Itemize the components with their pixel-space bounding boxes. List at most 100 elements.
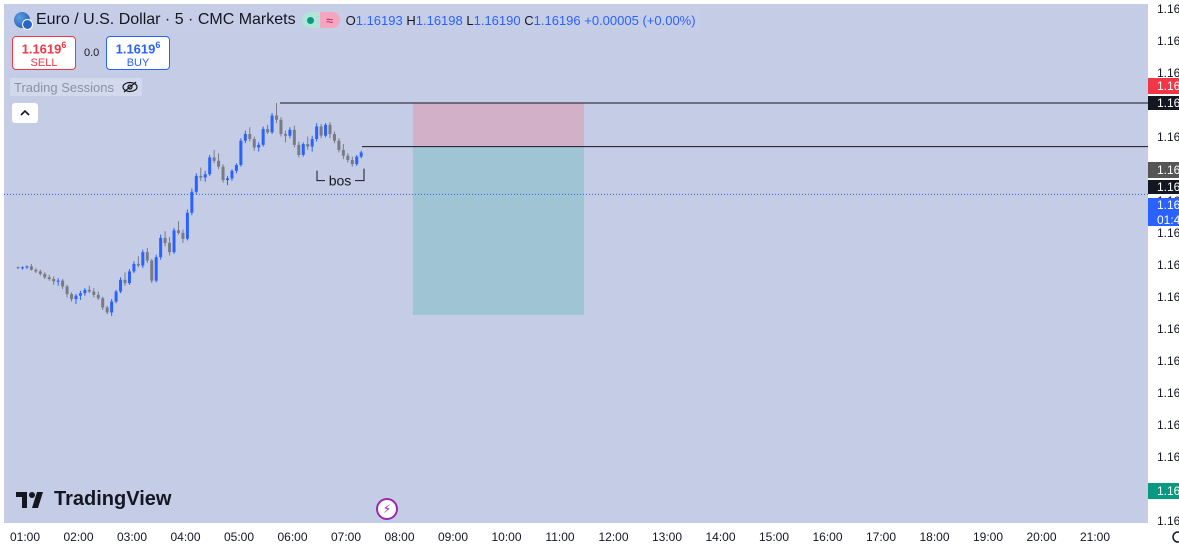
candle-body <box>65 286 69 295</box>
eye-off-icon[interactable] <box>122 81 138 93</box>
candle-body <box>87 289 91 292</box>
candle-body <box>168 242 172 253</box>
gray-price-label-bg <box>1148 162 1179 178</box>
market-open-icon[interactable] <box>301 12 320 28</box>
candle <box>315 123 319 142</box>
price-tick-label: 1.16 <box>1157 354 1179 368</box>
bottom-price-label: 1.16 <box>1157 484 1179 498</box>
candle <box>283 130 287 143</box>
price-axis[interactable]: 1.161.161.161.161.161.161.161.161.161.16… <box>1148 0 1179 560</box>
candle-body <box>288 129 292 136</box>
candle-body <box>208 157 212 175</box>
symbol-title[interactable]: Euro / U.S. Dollar · 5 · CMC Markets <box>36 11 296 28</box>
candle-body <box>324 124 328 136</box>
candle-body <box>221 166 225 181</box>
candle-body <box>150 260 154 281</box>
candle-body <box>194 175 198 192</box>
candle-body <box>141 252 145 266</box>
candle-body <box>92 291 96 295</box>
candle-body <box>145 252 149 261</box>
candle <box>25 265 29 269</box>
position-tool[interactable] <box>412 103 585 315</box>
logo-text: TradingView <box>54 488 172 510</box>
candle <box>324 123 328 138</box>
candle <box>203 170 207 182</box>
candle <box>119 277 123 294</box>
candle <box>159 234 163 260</box>
time-axis-background <box>0 523 1148 560</box>
candle-body <box>341 149 345 156</box>
sell-price-label: 1.16 <box>1157 79 1179 93</box>
candle <box>346 153 350 163</box>
tradingview-logo-icon <box>16 491 43 508</box>
candle <box>21 266 25 270</box>
candle <box>78 290 82 300</box>
candle <box>270 113 274 135</box>
candle <box>172 227 176 254</box>
candle-body <box>16 267 20 269</box>
entry-price-label-bg <box>1148 180 1179 194</box>
candle-body <box>47 277 51 279</box>
time-tick-label: 17:00 <box>866 530 896 544</box>
buy-button[interactable]: 1.16196 BUY <box>106 36 170 70</box>
candle <box>292 125 296 148</box>
tradingview-logo[interactable]: TradingView <box>16 488 171 511</box>
take-profit-zone[interactable] <box>412 146 585 315</box>
collapse-legend-button[interactable] <box>12 103 38 123</box>
sell-button[interactable]: 1.16196 SELL <box>12 36 76 70</box>
time-tick-label: 21:00 <box>1080 530 1110 544</box>
candle-body <box>29 266 33 270</box>
candle-body <box>136 263 140 266</box>
candle-body <box>337 140 341 150</box>
candle <box>29 263 33 271</box>
candle <box>83 288 87 296</box>
candle-body <box>70 294 74 300</box>
candle <box>101 296 105 310</box>
candle <box>355 154 359 166</box>
indicator-trading-sessions[interactable]: Trading Sessions <box>10 78 142 96</box>
candle <box>154 254 158 283</box>
candle-body <box>234 165 238 171</box>
entry-price-label: 1.16 <box>1157 180 1179 194</box>
candle-body <box>275 115 279 120</box>
candle-body <box>159 237 163 258</box>
wave-icon[interactable]: ≈ <box>319 12 340 28</box>
resistance-price-label-bg <box>1148 96 1179 110</box>
time-tick-label: 13:00 <box>652 530 682 544</box>
candle <box>74 294 78 305</box>
chevron-up-icon <box>20 110 30 116</box>
buy-label: BUY <box>126 57 150 70</box>
horizontal-lines[interactable] <box>4 102 1148 195</box>
candle-body <box>181 232 185 239</box>
candle-body <box>328 124 332 135</box>
symbol-legend[interactable]: Euro / U.S. Dollar · 5 · CMC Markets ≈ O… <box>10 8 700 32</box>
candle-body <box>105 307 109 313</box>
candle-body <box>243 134 247 141</box>
bos-label: bos <box>329 173 352 189</box>
ohlc-values: O1.16193 H1.16198 L1.16190 C1.16196 +0.0… <box>345 12 696 28</box>
candle-body <box>301 144 305 155</box>
high-value: 1.16198 <box>415 12 463 28</box>
candle-body <box>43 273 47 278</box>
candle <box>310 135 314 152</box>
time-axis[interactable]: 01:00 02:00 03:00 04:00 05:00 06:00 07:00 08:00… <box>0 523 1148 560</box>
candle-body <box>114 291 118 302</box>
candle-body <box>292 129 296 145</box>
candle <box>141 249 145 269</box>
candle <box>87 285 91 294</box>
candle <box>61 278 65 290</box>
close-value: 1.16196 <box>533 12 581 28</box>
candle-body <box>119 279 123 292</box>
time-tick-label: 20:00 <box>1026 530 1056 544</box>
stop-loss-zone[interactable] <box>412 103 585 147</box>
candle-body <box>110 301 114 313</box>
time-tick-label: 02:00 <box>63 530 93 544</box>
lightning-icon[interactable]: ⚡ <box>376 498 398 520</box>
candle <box>163 231 167 247</box>
candle-body <box>212 157 216 161</box>
candle <box>114 289 118 304</box>
candle <box>359 150 363 159</box>
candle-body <box>319 126 323 136</box>
gear-icon[interactable] <box>1172 531 1179 543</box>
